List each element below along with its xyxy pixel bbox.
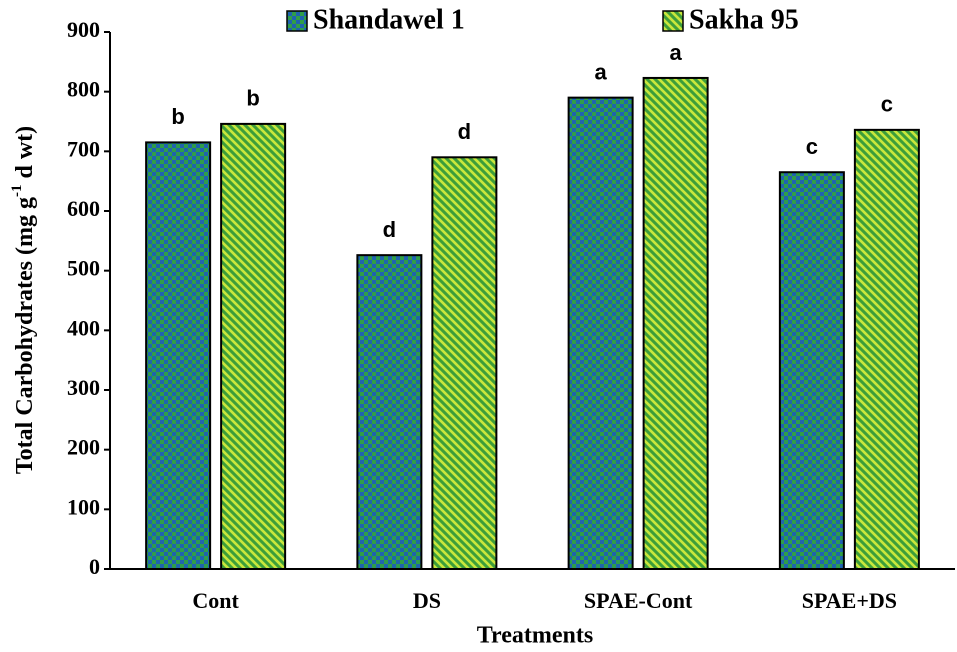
y-title-part: d wt) — [12, 126, 38, 185]
bar — [431, 156, 498, 571]
legend-label: Sakha 95 — [689, 4, 799, 35]
x-tick-label: DS — [413, 588, 441, 613]
y-tick-label: 600 — [67, 196, 100, 221]
y-tick-label: 0 — [89, 554, 100, 579]
letter-label: c — [806, 134, 818, 159]
y-title-sup: -1 — [9, 185, 25, 198]
y-tick-label: 800 — [67, 77, 100, 102]
letter-label: c — [881, 92, 893, 117]
y-tick-label: 500 — [67, 256, 100, 281]
bar — [778, 171, 845, 570]
bar — [853, 128, 920, 570]
x-axis-title: Treatments — [477, 623, 593, 649]
bar — [145, 141, 212, 570]
y-tick-label: 300 — [67, 375, 100, 400]
y-tick-label: 900 — [67, 17, 100, 42]
y-title-part: Total Carbohydrates (mg g — [12, 197, 38, 474]
bar — [567, 96, 634, 570]
y-tick-label: 400 — [67, 315, 100, 340]
letter-label: b — [171, 104, 184, 129]
letter-label: a — [595, 59, 608, 84]
letter-label: d — [383, 217, 396, 242]
legend-swatch — [286, 10, 308, 32]
legend-label: Shandawel 1 — [313, 4, 465, 35]
letter-label: d — [458, 119, 471, 144]
y-tick-label: 200 — [67, 435, 100, 460]
letter-label: a — [670, 40, 683, 65]
y-axis-title: Total Carbohydrates (mg g-1 d wt) — [9, 126, 37, 474]
y-tick-label: 700 — [67, 136, 100, 161]
y-tick-label: 100 — [67, 494, 100, 519]
legend-swatch — [662, 10, 684, 32]
letter-label: b — [246, 86, 259, 111]
bar — [220, 122, 287, 571]
x-tick-label: SPAE-Cont — [584, 588, 693, 613]
x-tick-label: SPAE+DS — [802, 588, 897, 613]
x-tick-label: Cont — [192, 588, 239, 613]
bar — [356, 254, 423, 571]
bar — [642, 76, 709, 571]
